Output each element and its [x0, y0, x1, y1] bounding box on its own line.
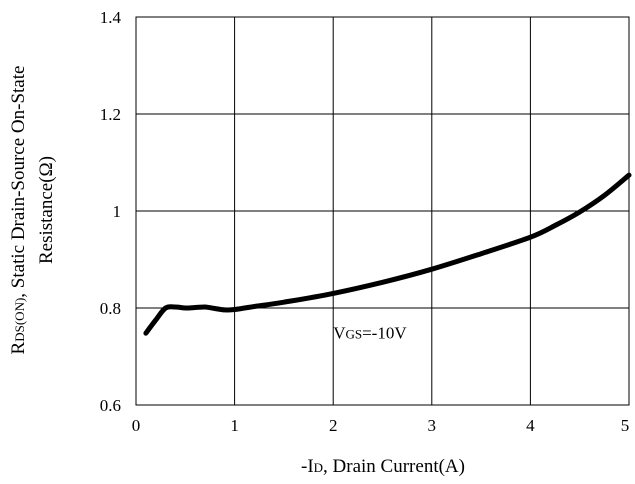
x-tick-label: 3: [428, 416, 437, 435]
x-tick-label: 2: [329, 416, 338, 435]
x-tick-label: 4: [526, 416, 535, 435]
series-line: [143, 172, 632, 336]
x-tick-label: 5: [621, 416, 630, 435]
y-tick-labels: 0.6 0.8 1 1.2 1.4: [100, 8, 122, 415]
y-tick-label: 0.8: [100, 299, 121, 318]
y-tick-label: 1.2: [100, 105, 121, 124]
plot-frame: [135, 16, 630, 406]
x-axis-label-suffix: , Drain Current(A): [323, 456, 465, 477]
y-axis-label: RDS(ON), Static Drain-Source On-State Re…: [8, 66, 57, 355]
vgs-annotation-suffix: =-10V: [362, 323, 407, 342]
y-axis-label-sub: DS(ON): [12, 298, 27, 342]
x-tick-label: 1: [230, 416, 239, 435]
y-axis-label-line2: Resistance(Ω): [36, 156, 57, 264]
vgs-annotation: VGS=-10V: [333, 323, 407, 342]
y-tick-label: 1: [113, 202, 122, 221]
vgs-annotation-prefix: V: [333, 323, 346, 342]
gridlines: [135, 16, 630, 406]
y-axis-label-line1: RDS(ON), Static Drain-Source On-State: [8, 66, 29, 355]
vgs-annotation-sub: GS: [345, 326, 362, 341]
x-axis-label-prefix: -I: [301, 456, 314, 477]
x-axis-label-sub: D: [314, 460, 323, 475]
x-tick-labels: 0 1 2 3 4 5: [132, 416, 630, 435]
y-axis-label-suffix: , Static Drain-Source On-State: [8, 66, 29, 298]
y-tick-label: 0.6: [100, 396, 121, 415]
x-axis-label: -ID, Drain Current(A): [301, 456, 465, 477]
y-tick-label: 1.4: [100, 8, 122, 27]
y-axis-label-prefix: R: [8, 341, 29, 354]
x-tick-label: 0: [132, 416, 141, 435]
